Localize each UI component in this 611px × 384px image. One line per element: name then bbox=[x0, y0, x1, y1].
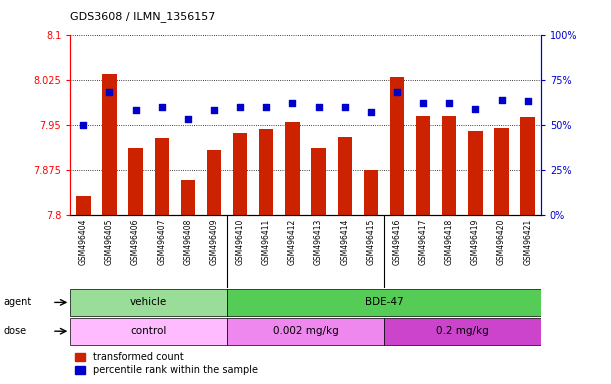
Text: dose: dose bbox=[3, 326, 26, 336]
Text: GSM496416: GSM496416 bbox=[392, 219, 401, 265]
Bar bbox=[227, 318, 384, 345]
Bar bbox=[102, 74, 117, 215]
Point bbox=[288, 100, 298, 106]
Bar bbox=[70, 289, 227, 316]
Text: GSM496410: GSM496410 bbox=[236, 219, 244, 265]
Bar bbox=[364, 170, 378, 215]
Bar bbox=[494, 128, 509, 215]
Point bbox=[497, 96, 507, 103]
Text: GSM496404: GSM496404 bbox=[79, 219, 88, 265]
Bar bbox=[384, 318, 541, 345]
Point bbox=[78, 122, 88, 128]
Point bbox=[470, 106, 480, 112]
Text: GSM496419: GSM496419 bbox=[471, 219, 480, 265]
Bar bbox=[468, 131, 483, 215]
Bar bbox=[312, 148, 326, 215]
Point bbox=[262, 104, 271, 110]
Text: GSM496406: GSM496406 bbox=[131, 219, 140, 265]
Text: 0.2 mg/kg: 0.2 mg/kg bbox=[436, 326, 489, 336]
Bar bbox=[128, 148, 143, 215]
Point bbox=[419, 100, 428, 106]
Bar bbox=[76, 196, 90, 215]
Text: GSM496420: GSM496420 bbox=[497, 219, 506, 265]
Text: GSM496418: GSM496418 bbox=[445, 219, 454, 265]
Bar bbox=[155, 138, 169, 215]
Text: GSM496411: GSM496411 bbox=[262, 219, 271, 265]
Point bbox=[444, 100, 454, 106]
Bar bbox=[233, 132, 247, 215]
Legend: transformed count, percentile rank within the sample: transformed count, percentile rank withi… bbox=[75, 353, 258, 375]
Point bbox=[313, 104, 323, 110]
Text: BDE-47: BDE-47 bbox=[365, 297, 403, 308]
Bar bbox=[390, 77, 404, 215]
Text: control: control bbox=[131, 326, 167, 336]
Point bbox=[235, 104, 245, 110]
Bar bbox=[521, 117, 535, 215]
Text: 0.002 mg/kg: 0.002 mg/kg bbox=[273, 326, 338, 336]
Point bbox=[340, 104, 349, 110]
Point bbox=[131, 107, 141, 113]
Text: GSM496407: GSM496407 bbox=[157, 219, 166, 265]
Text: GSM496414: GSM496414 bbox=[340, 219, 349, 265]
Bar bbox=[442, 116, 456, 215]
Text: GSM496408: GSM496408 bbox=[183, 219, 192, 265]
Text: GSM496405: GSM496405 bbox=[105, 219, 114, 265]
Text: GSM496409: GSM496409 bbox=[210, 219, 219, 265]
Text: GSM496415: GSM496415 bbox=[367, 219, 375, 265]
Bar bbox=[227, 289, 541, 316]
Point bbox=[366, 109, 376, 115]
Point bbox=[523, 98, 533, 104]
Point bbox=[104, 89, 114, 95]
Bar bbox=[259, 129, 274, 215]
Point bbox=[209, 107, 219, 113]
Text: GSM496417: GSM496417 bbox=[419, 219, 428, 265]
Text: GDS3608 / ILMN_1356157: GDS3608 / ILMN_1356157 bbox=[70, 12, 216, 22]
Point bbox=[183, 116, 193, 122]
Bar bbox=[181, 180, 195, 215]
Text: agent: agent bbox=[3, 297, 31, 308]
Point bbox=[392, 89, 402, 95]
Bar bbox=[207, 150, 221, 215]
Text: vehicle: vehicle bbox=[130, 297, 167, 308]
Text: GSM496413: GSM496413 bbox=[314, 219, 323, 265]
Text: GSM496412: GSM496412 bbox=[288, 219, 297, 265]
Text: GSM496421: GSM496421 bbox=[523, 219, 532, 265]
Bar bbox=[337, 137, 352, 215]
Bar bbox=[285, 122, 299, 215]
Point bbox=[157, 104, 167, 110]
Bar bbox=[70, 318, 227, 345]
Bar bbox=[416, 116, 430, 215]
